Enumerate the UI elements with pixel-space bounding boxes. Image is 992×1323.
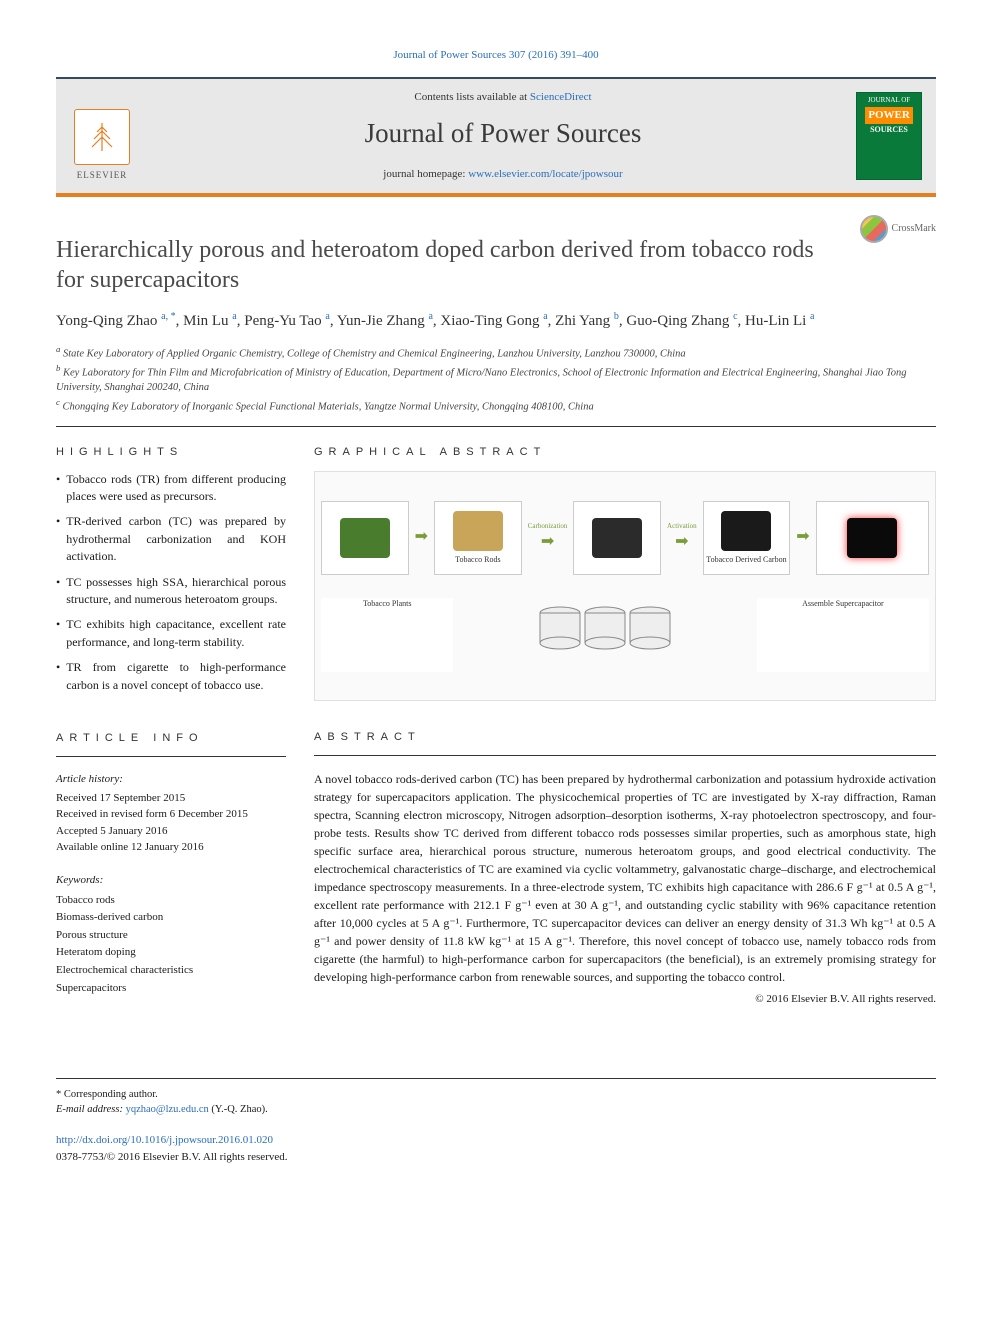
keyword-item: Biomass-derived carbon bbox=[56, 909, 286, 927]
affiliation-a: a State Key Laboratory of Applied Organi… bbox=[56, 343, 936, 362]
ga-box-assemble: Assemble Supercapacitor bbox=[757, 598, 929, 672]
history-label: Article history: bbox=[56, 771, 286, 788]
ga-arrow-carb-label: Carbonization bbox=[528, 522, 568, 532]
elsevier-tree-icon bbox=[74, 109, 130, 165]
affiliation-c: c Chongqing Key Laboratory of Inorganic … bbox=[56, 396, 936, 415]
ga-arrow-act-label: Activation bbox=[667, 522, 697, 532]
highlight-item: Tobacco rods (TR) from different produci… bbox=[56, 471, 286, 506]
ga-top-row: ➡ Tobacco Rods Carbonization➡ Activation… bbox=[321, 478, 929, 598]
email-person: (Y.-Q. Zhao). bbox=[211, 1104, 267, 1115]
ga-arrow-3: ➡ bbox=[796, 526, 809, 548]
abstract-separator bbox=[314, 755, 936, 756]
highlight-item: TR-derived carbon (TC) was prepared by h… bbox=[56, 513, 286, 565]
ga-box-plants2: Tobacco Plants bbox=[321, 598, 453, 672]
highlights-heading: HIGHLIGHTS bbox=[56, 445, 286, 460]
email-label: E-mail address: bbox=[56, 1104, 123, 1115]
highlight-item: TR from cigarette to high-performance ca… bbox=[56, 659, 286, 694]
online-date: Available online 12 January 2016 bbox=[56, 839, 286, 856]
ga-label-tc: Tobacco Derived Carbon bbox=[706, 554, 786, 565]
ga-arrow-act: Activation➡ bbox=[667, 522, 697, 554]
abstract-heading: ABSTRACT bbox=[314, 730, 936, 745]
affiliation-b: b Key Laboratory for Thin Film and Micro… bbox=[56, 362, 936, 396]
keyword-item: Porous structure bbox=[56, 927, 286, 945]
journal-cover-thumbnail[interactable]: JOURNAL OF POWER SOURCES bbox=[856, 92, 922, 180]
info-heading: ARTICLE INFO bbox=[56, 730, 286, 747]
ga-activated-swatch bbox=[721, 511, 771, 551]
graphical-abstract-figure: ➡ Tobacco Rods Carbonization➡ Activation… bbox=[314, 471, 936, 701]
highlight-item: TC possesses high SSA, hierarchical poro… bbox=[56, 574, 286, 609]
journal-header: ELSEVIER Contents lists available at Sci… bbox=[56, 77, 936, 197]
highlights-graphical-row: HIGHLIGHTS Tobacco rods (TR) from differ… bbox=[56, 445, 936, 702]
affiliations: a State Key Laboratory of Applied Organi… bbox=[56, 343, 936, 427]
received-date: Received 17 September 2015 bbox=[56, 790, 286, 807]
footer: * Corresponding author. E-mail address: … bbox=[56, 1078, 936, 1166]
page-container: Journal of Power Sources 307 (2016) 391–… bbox=[0, 0, 992, 1205]
citation: Journal of Power Sources 307 (2016) 391–… bbox=[56, 48, 936, 63]
ga-device-swatch bbox=[847, 518, 897, 558]
crossmark-icon bbox=[860, 215, 888, 243]
ga-plant-swatch bbox=[340, 518, 390, 558]
accepted-date: Accepted 5 January 2016 bbox=[56, 823, 286, 840]
article-title: Hierarchically porous and heteroatom dop… bbox=[56, 235, 816, 295]
keyword-item: Electrochemical characteristics bbox=[56, 962, 286, 980]
keywords-list: Tobacco rodsBiomass-derived carbonPorous… bbox=[56, 892, 286, 998]
highlight-item: TC exhibits high capacitance, excellent … bbox=[56, 616, 286, 651]
cover-power: POWER bbox=[865, 107, 913, 124]
copyright-line: © 2016 Elsevier B.V. All rights reserved… bbox=[314, 992, 936, 1007]
homepage-link[interactable]: www.elsevier.com/locate/jpowsour bbox=[468, 168, 622, 180]
keyword-item: Tobacco rods bbox=[56, 892, 286, 910]
homepage-prefix: journal homepage: bbox=[383, 168, 468, 180]
abstract-text: A novel tobacco rods-derived carbon (TC)… bbox=[314, 770, 936, 986]
contents-available: Contents lists available at ScienceDirec… bbox=[150, 90, 856, 105]
ga-box-plants bbox=[321, 501, 409, 575]
doi-link[interactable]: http://dx.doi.org/10.1016/j.jpowsour.201… bbox=[56, 1134, 273, 1146]
doi-line: http://dx.doi.org/10.1016/j.jpowsour.201… bbox=[56, 1132, 936, 1149]
ga-box-device bbox=[816, 501, 929, 575]
ga-carbonized-swatch bbox=[592, 518, 642, 558]
keyword-item: Heteratom doping bbox=[56, 944, 286, 962]
graphical-abstract-section: GRAPHICAL ABSTRACT ➡ Tobacco Rods Carbon… bbox=[314, 445, 936, 702]
ga-label-assemble: Assemble Supercapacitor bbox=[802, 598, 884, 609]
publisher-name: ELSEVIER bbox=[77, 169, 128, 182]
revised-date: Received in revised form 6 December 2015 bbox=[56, 806, 286, 823]
authors-list: Yong-Qing Zhao a, *, Min Lu a, Peng-Yu T… bbox=[56, 309, 936, 333]
ga-box-activated: Tobacco Derived Carbon bbox=[703, 501, 791, 575]
highlights-list: Tobacco rods (TR) from different produci… bbox=[56, 471, 286, 694]
abstract-section: ABSTRACT A novel tobacco rods-derived ca… bbox=[314, 730, 936, 1008]
issn-line: 0378-7753/© 2016 Elsevier B.V. All right… bbox=[56, 1149, 936, 1166]
corresponding-author: * Corresponding author. bbox=[56, 1087, 936, 1103]
corresponding-email-link[interactable]: yqzhao@lzu.edu.cn bbox=[126, 1104, 209, 1115]
email-line: E-mail address: yqzhao@lzu.edu.cn (Y.-Q.… bbox=[56, 1102, 936, 1118]
journal-name: Journal of Power Sources bbox=[150, 115, 856, 153]
publisher-logo[interactable]: ELSEVIER bbox=[70, 91, 134, 181]
ga-bottom-row: Tobacco Plants Assemble Supercapacito bbox=[321, 598, 929, 694]
ga-box-carbonized bbox=[573, 501, 661, 575]
info-abstract-row: ARTICLE INFO Article history: Received 1… bbox=[56, 730, 936, 1008]
contents-prefix: Contents lists available at bbox=[414, 91, 529, 103]
crossmark-button[interactable]: CrossMark bbox=[860, 215, 936, 243]
homepage-line: journal homepage: www.elsevier.com/locat… bbox=[150, 167, 856, 182]
cover-sources: SOURCES bbox=[870, 124, 908, 135]
ga-box-rods: Tobacco Rods bbox=[434, 501, 522, 575]
ga-label-rods: Tobacco Rods bbox=[455, 554, 500, 565]
keywords-block: Keywords: Tobacco rodsBiomass-derived ca… bbox=[56, 872, 286, 997]
keywords-label: Keywords: bbox=[56, 872, 286, 890]
crossmark-label: CrossMark bbox=[892, 222, 936, 236]
ga-arrow-carb: Carbonization➡ bbox=[528, 522, 568, 554]
header-center: Contents lists available at ScienceDirec… bbox=[150, 90, 856, 183]
ga-label-plants: Tobacco Plants bbox=[363, 598, 412, 609]
article-info-section: ARTICLE INFO Article history: Received 1… bbox=[56, 730, 286, 1008]
ga-cigarette-schematic bbox=[459, 598, 750, 658]
keyword-item: Supercapacitors bbox=[56, 980, 286, 998]
graphical-heading: GRAPHICAL ABSTRACT bbox=[314, 445, 936, 460]
cover-top: JOURNAL OF bbox=[868, 97, 910, 105]
sciencedirect-link[interactable]: ScienceDirect bbox=[530, 91, 592, 103]
ga-arrow-1: ➡ bbox=[415, 526, 428, 548]
info-separator bbox=[56, 756, 286, 757]
highlights-section: HIGHLIGHTS Tobacco rods (TR) from differ… bbox=[56, 445, 286, 702]
ga-rods-swatch bbox=[453, 511, 503, 551]
